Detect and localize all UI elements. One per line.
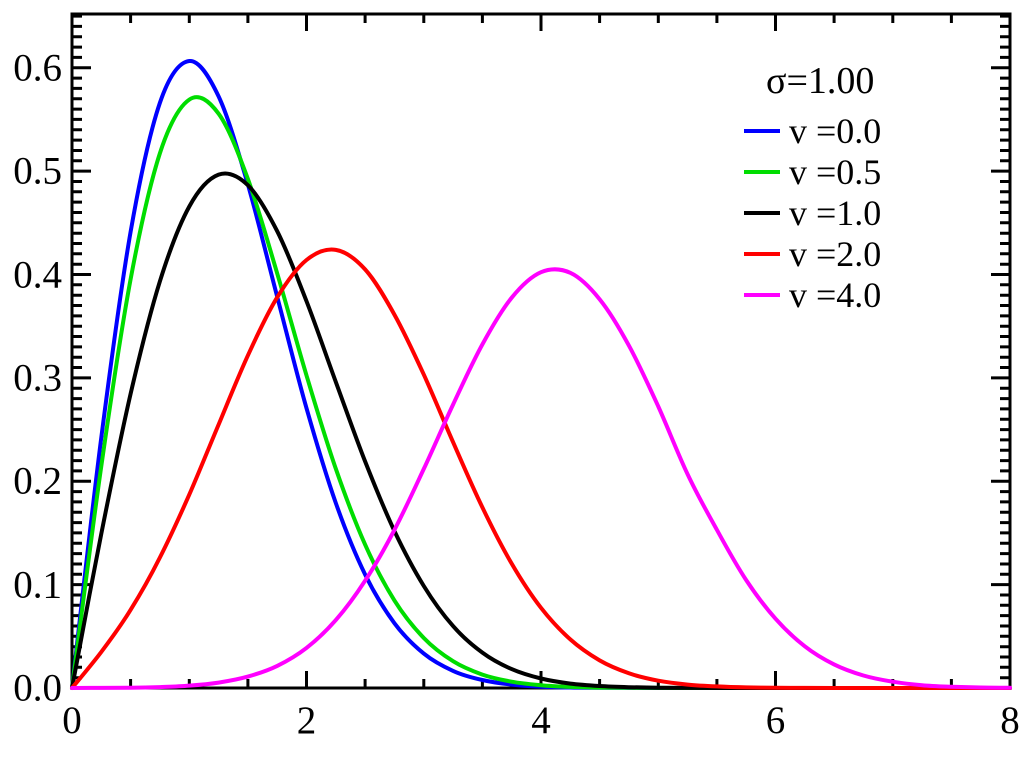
legend-line-swatch <box>744 128 780 133</box>
y-tick-label: 0.0 <box>13 666 62 710</box>
curve-v2.0 <box>70 247 1012 691</box>
legend-item: v =1.0 <box>744 192 881 233</box>
y-tick-label: 0.3 <box>13 356 62 400</box>
x-tick-label: 0 <box>62 699 82 742</box>
y-tick-label: 0.2 <box>13 459 62 503</box>
y-tick-label: 0.4 <box>13 253 62 296</box>
y-tick-label: 0.6 <box>13 46 62 90</box>
legend: σ=1.00 v =0.0 v =0.5 v =1.0 v =2.0 v =4.0 <box>744 62 881 315</box>
legend-line-swatch <box>744 292 780 297</box>
legend-item: v =2.0 <box>744 233 881 274</box>
legend-item-label: v =0.0 <box>789 110 882 151</box>
x-tick-label: 4 <box>531 699 551 742</box>
curve-v4.0 <box>70 267 1012 690</box>
x-tick-label: 2 <box>296 699 317 742</box>
legend-item-label: v =4.0 <box>789 274 882 315</box>
y-tick-label: 0.5 <box>13 149 62 193</box>
x-tick-label: 8 <box>1000 699 1020 742</box>
legend-line-swatch <box>744 210 780 215</box>
legend-item: v =0.0 <box>744 110 881 151</box>
y-tick-label: 0.1 <box>13 563 62 607</box>
legend-item-label: v =2.0 <box>789 233 882 274</box>
legend-item-label: v =0.5 <box>789 151 882 192</box>
legend-rows: v =0.0 v =0.5 v =1.0 v =2.0 v =4.0 <box>744 110 881 315</box>
legend-line-swatch <box>744 251 780 256</box>
legend-item-label: v =1.0 <box>789 192 882 233</box>
legend-line-swatch <box>744 169 780 174</box>
legend-item: v =0.5 <box>744 151 881 192</box>
x-tick-label: 6 <box>765 699 786 742</box>
legend-item: v =4.0 <box>744 274 881 315</box>
legend-title: σ=1.00 <box>766 60 875 102</box>
